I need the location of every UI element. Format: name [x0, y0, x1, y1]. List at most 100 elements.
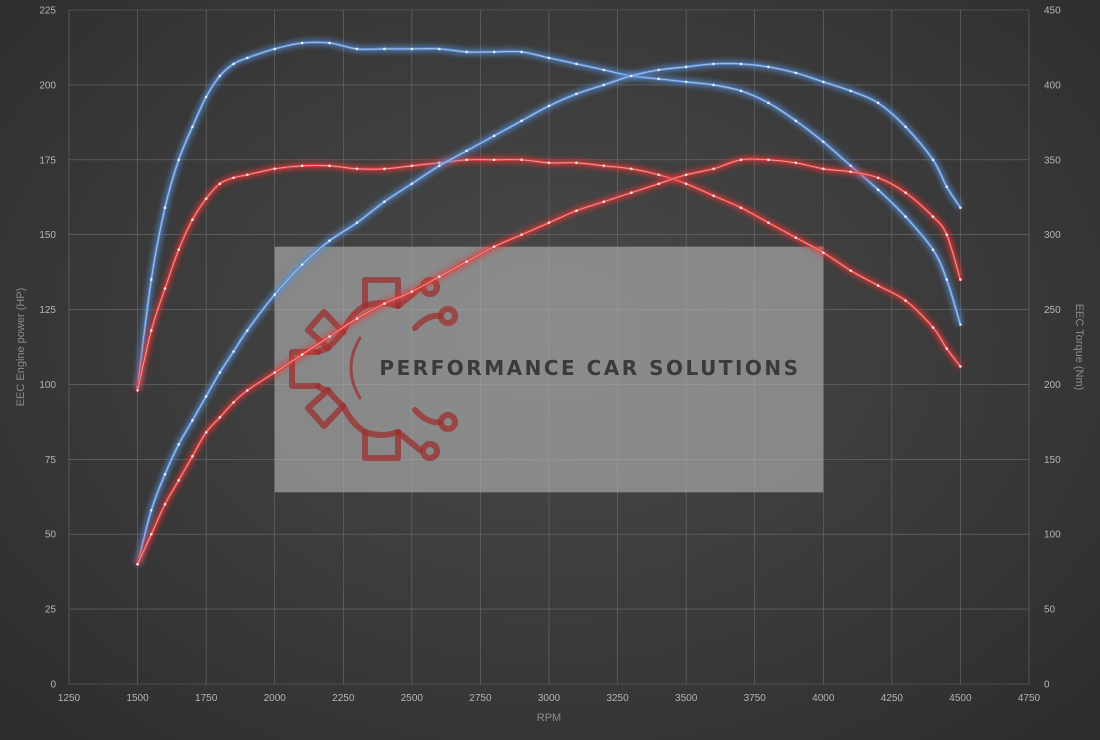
data-point: [218, 74, 222, 78]
data-point: [149, 532, 153, 536]
data-point: [575, 161, 578, 165]
data-point: [383, 167, 386, 171]
data-point: [410, 47, 414, 51]
x-tick-label: 3000: [538, 693, 561, 704]
x-tick-label: 4500: [949, 693, 972, 704]
data-point: [383, 200, 386, 204]
data-point: [191, 455, 194, 458]
right-y-tick-label: 50: [1044, 605, 1056, 616]
data-point: [657, 182, 661, 186]
data-point: [945, 185, 949, 189]
data-point: [163, 473, 167, 476]
right-y-tick-label: 150: [1044, 455, 1061, 466]
right-y-tick-label: 400: [1044, 80, 1061, 91]
data-point: [767, 65, 770, 69]
data-point: [575, 62, 578, 66]
data-point: [232, 62, 235, 66]
left-y-tick-label: 0: [50, 680, 56, 691]
x-axis-ticks: 1250 1500 1750 2000 2250 2500 2750 3000 3250 3500…: [58, 693, 1041, 704]
data-point: [794, 161, 798, 165]
series-3-left-axis: [136, 62, 962, 566]
data-point: [355, 221, 359, 224]
data-point: [273, 371, 277, 374]
x-tick-label: 1250: [58, 693, 81, 704]
data-point: [204, 95, 208, 99]
data-point: [547, 104, 551, 108]
data-point: [273, 167, 277, 171]
data-point: [602, 200, 606, 204]
right-y-tick-label: 450: [1044, 6, 1061, 17]
data-point: [245, 329, 249, 332]
x-tick-label: 4750: [1018, 693, 1041, 704]
data-point: [383, 302, 386, 305]
data-point: [520, 158, 523, 162]
data-point: [300, 41, 304, 45]
data-point: [204, 197, 208, 201]
data-point: [177, 248, 181, 251]
right-y-tick-label: 0: [1044, 680, 1050, 691]
data-point: [959, 206, 962, 210]
data-point: [136, 562, 139, 566]
watermark: PERFORMANCE CAR SOLUTIONS: [274, 246, 824, 493]
series-line-highlight: [137, 63, 961, 565]
x-tick-label: 1750: [195, 693, 218, 704]
x-tick-label: 2000: [264, 693, 287, 704]
data-point: [547, 56, 551, 60]
series-2-right-axis: [136, 158, 962, 392]
data-point: [520, 233, 523, 236]
left-y-tick-label: 100: [39, 380, 56, 391]
data-point: [904, 125, 907, 129]
data-point: [945, 278, 949, 281]
data-point: [383, 47, 386, 51]
left-y-tick-label: 75: [45, 455, 57, 466]
watermark-brand-text: PERFORMANCE CAR SOLUTIONS: [379, 356, 800, 380]
x-tick-label: 4000: [812, 693, 835, 704]
data-point: [465, 50, 469, 54]
data-point: [629, 191, 633, 195]
data-point: [273, 47, 277, 51]
data-point: [945, 347, 949, 350]
data-point: [232, 350, 235, 353]
data-point: [328, 239, 331, 242]
data-point: [931, 248, 935, 251]
x-tick-label: 3500: [675, 693, 698, 704]
right-y-axis-ticks: 0 50 100 150 200 250 300 350 400 450: [1044, 6, 1061, 691]
left-y-axis-title: EEC Engine power (HP): [15, 288, 27, 407]
left-y-axis-ticks: 0 25 50 75 100 125 150 175 200 225: [39, 6, 56, 691]
data-point: [204, 431, 208, 434]
data-point: [300, 263, 304, 266]
data-point: [657, 68, 661, 72]
data-point: [684, 182, 688, 186]
data-point: [602, 164, 606, 168]
data-point: [821, 140, 825, 144]
data-point: [245, 56, 249, 60]
data-point: [959, 278, 962, 281]
data-point: [602, 68, 606, 72]
data-point: [904, 215, 907, 218]
data-point: [328, 164, 331, 168]
data-point: [794, 119, 798, 123]
data-point: [355, 167, 359, 171]
gear-circuit-logo-icon: [289, 277, 458, 461]
data-point: [821, 251, 825, 254]
x-tick-label: 2500: [401, 693, 424, 704]
data-point: [218, 371, 222, 374]
left-y-tick-label: 25: [45, 605, 57, 616]
right-y-tick-label: 100: [1044, 530, 1061, 541]
data-point: [629, 167, 633, 171]
data-point: [931, 326, 935, 329]
data-point: [945, 233, 949, 236]
data-point: [465, 158, 469, 162]
data-point: [849, 164, 853, 168]
data-point: [876, 284, 880, 287]
data-point: [437, 161, 441, 165]
data-point: [328, 335, 331, 338]
data-point: [355, 47, 359, 51]
data-point: [712, 167, 715, 171]
data-point: [520, 119, 523, 123]
data-point: [931, 158, 935, 162]
data-point: [232, 401, 235, 404]
right-y-tick-label: 250: [1044, 305, 1061, 316]
data-point: [191, 419, 194, 422]
